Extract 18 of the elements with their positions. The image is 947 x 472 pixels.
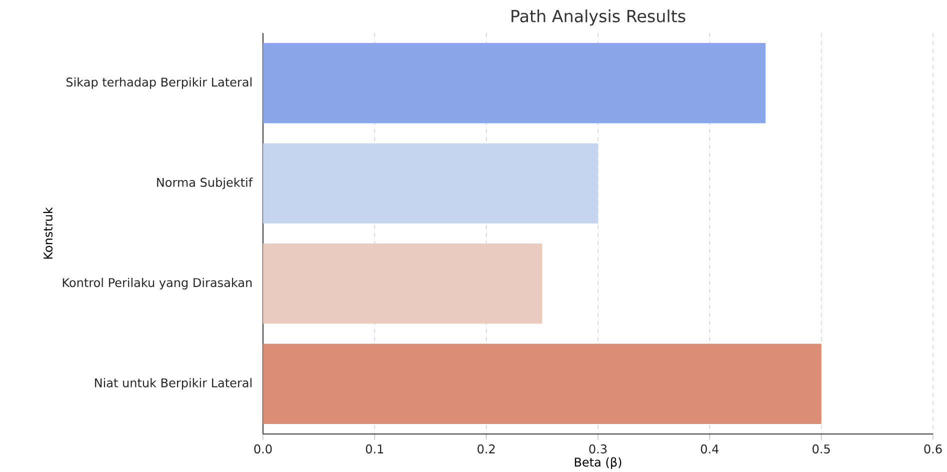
y-axis-title: Konstruk <box>43 207 53 259</box>
chart-title: Path Analysis Results <box>512 9 686 26</box>
bar <box>263 143 598 224</box>
y-tick-label: Sikap terhadap Berpikir Lateral <box>66 77 252 89</box>
x-tick-label: 0.3 <box>589 444 607 454</box>
y-tick-label: Norma Subjektif <box>157 178 253 190</box>
x-tick-label: 0.2 <box>478 444 495 454</box>
x-tick-label: 0.0 <box>254 444 272 454</box>
bar <box>263 43 766 124</box>
bar <box>263 244 542 324</box>
x-tick-label: 0.1 <box>366 444 384 454</box>
x-axis-title: Beta (β) <box>574 457 622 469</box>
x-tick-label: 0.4 <box>700 444 719 454</box>
x-tick-label: 0.5 <box>812 444 830 454</box>
y-tick-label: Kontrol Perilaku yang Dirasakan <box>62 278 252 290</box>
y-tick-label: Niat untuk Berpikir Lateral <box>95 378 252 390</box>
bar <box>263 344 822 424</box>
x-tick-label: 0.6 <box>924 444 942 454</box>
